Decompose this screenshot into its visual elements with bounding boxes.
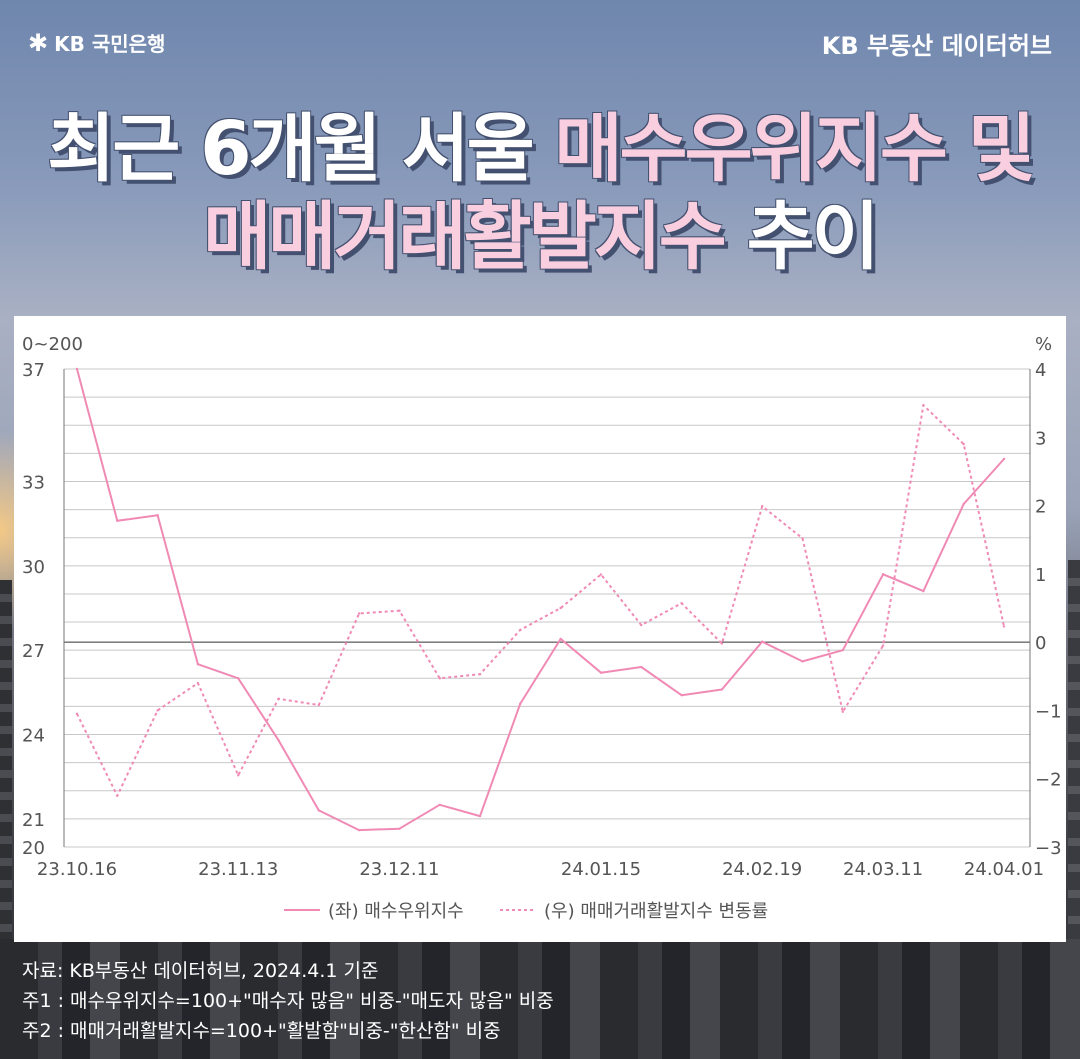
data-point: [640, 665, 643, 669]
data-point: [720, 688, 724, 691]
data-point: [841, 648, 844, 652]
data-point: [277, 738, 280, 742]
right-tick-label: −2: [1035, 770, 1062, 791]
kb-logo: ✱ KB 국민은행: [28, 28, 165, 57]
right-tick-label: 2: [1035, 497, 1046, 518]
data-point: [640, 623, 643, 627]
right-tick-label: 3: [1035, 428, 1046, 449]
title-line1-white: 최근 6개월 서울: [47, 106, 555, 192]
series-line-trade-index: [76, 404, 1005, 797]
data-point: [116, 519, 119, 523]
source-note: 자료: KB부동산 데이터허브, 2024.4.1 기준: [22, 960, 379, 982]
data-point: [438, 803, 441, 807]
left-tick-label: 27: [22, 641, 45, 662]
data-point: [881, 644, 885, 647]
data-point: [760, 505, 764, 508]
x-tick-label: 24.01.15: [561, 859, 641, 880]
data-point: [922, 403, 925, 407]
legend-label-buyer-index: (좌) 매수우위지수: [328, 901, 464, 922]
data-point: [962, 442, 965, 446]
brand-label: KB 부동산 데이터허브: [821, 32, 1052, 60]
data-point: [559, 606, 562, 610]
data-point: [962, 502, 965, 506]
title-line2-white: 추이: [723, 194, 880, 280]
x-tick-label: 23.10.16: [37, 859, 117, 880]
x-tick-label: 23.11.13: [198, 859, 278, 880]
data-point: [357, 612, 361, 615]
kb-star-icon: ✱: [28, 28, 49, 57]
data-point: [156, 514, 159, 517]
title-line1-pink: 매수우위지수 및: [554, 106, 1035, 192]
page-title-line1: 최근 6개월 서울 매수우위지수 및: [0, 112, 1080, 186]
data-point: [680, 602, 683, 605]
data-point: [237, 677, 240, 680]
x-tick-label: 24.04.01: [964, 859, 1044, 880]
data-point: [196, 663, 200, 666]
data-point: [801, 537, 804, 540]
data-point: [75, 367, 79, 371]
data-point: [599, 671, 603, 674]
chart-panel: 0~200% 37 33 30 27 24 21 20 4 3 2 1 0 −1 −2 −3 23.10.16 2…: [14, 316, 1066, 942]
data-point: [1002, 625, 1006, 628]
footnote-1: 주1 : 매수우위지수=100+"매수자 많음" 비중-"매도자 많음" 비중: [22, 990, 554, 1012]
data-point: [1002, 457, 1006, 461]
data-point: [760, 640, 764, 643]
data-point: [116, 794, 119, 797]
data-point: [75, 712, 79, 716]
right-axis-unit: %: [1035, 334, 1052, 355]
footnotes: 자료: KB부동산 데이터허브, 2024.4.1 기준 주1 : 매수우위지수…: [22, 956, 554, 1046]
left-axis-unit: 0~200: [22, 334, 83, 355]
left-tick-label: 20: [22, 838, 45, 859]
left-tick-label: 33: [22, 472, 45, 493]
data-point: [357, 828, 361, 832]
data-point: [519, 702, 522, 705]
right-tick-label: −3: [1035, 838, 1062, 859]
city-background: [0, 939, 1080, 1059]
data-point: [922, 589, 925, 593]
data-point: [881, 573, 885, 576]
logo-text: KB 국민은행: [54, 32, 166, 56]
footnote-2: 주2 : 매매거래활발지수=100+"활발함"비중-"한산함" 비중: [22, 1020, 501, 1042]
x-tick-label: 24.03.11: [843, 859, 923, 880]
page-title-line2: 매매거래활발지수 추이: [0, 200, 1080, 274]
data-point: [841, 710, 844, 713]
data-point: [277, 697, 280, 701]
data-point: [196, 681, 200, 685]
left-tick-label: 24: [22, 726, 45, 747]
data-point: [478, 673, 482, 676]
data-point: [438, 677, 441, 680]
right-tick-label: −1: [1035, 701, 1062, 722]
city-background-left: [0, 580, 12, 940]
data-point: [237, 774, 240, 777]
data-point: [801, 660, 804, 663]
legend-label-trade-index: (우) 매매거래활발지수 변동률: [544, 901, 768, 922]
x-tick-label: 23.12.11: [359, 859, 439, 880]
left-tick-label: 30: [22, 557, 45, 578]
right-tick-label: 1: [1035, 565, 1046, 586]
data-point: [317, 703, 321, 707]
right-tick-label: 0: [1035, 633, 1046, 654]
left-tick-label: 37: [22, 360, 45, 381]
series-line-buyer-index: [76, 368, 1005, 832]
data-point: [156, 709, 159, 712]
title-line2-pink: 매매거래활발지수: [203, 194, 727, 280]
data-point: [478, 814, 482, 818]
x-tick-label: 24.02.19: [722, 859, 802, 880]
data-point: [398, 827, 401, 830]
data-point: [680, 693, 683, 697]
data-point: [317, 809, 321, 812]
data-point: [559, 637, 562, 641]
right-tick-label: 4: [1035, 360, 1046, 381]
left-tick-label: 21: [22, 810, 45, 831]
data-point: [720, 642, 724, 645]
data-point: [599, 573, 603, 576]
data-point: [398, 609, 401, 612]
data-point: [519, 628, 522, 632]
city-background-right: [1068, 560, 1080, 940]
